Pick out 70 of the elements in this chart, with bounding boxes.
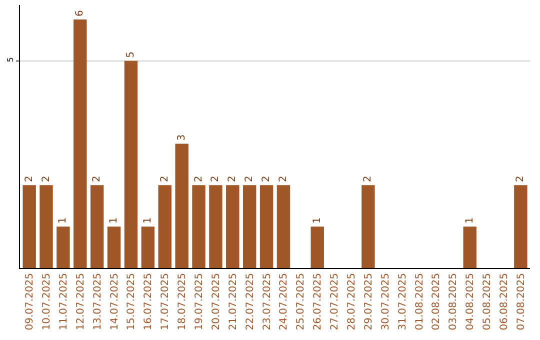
bar [192, 185, 206, 268]
x-tick-label: 27.07.2025 [330, 273, 341, 330]
data-label: 2 [92, 176, 103, 182]
x-tick-label: 25.07.2025 [296, 273, 307, 330]
x-tick-label: 13.07.2025 [92, 273, 104, 330]
x-tick-label: 15.07.2025 [126, 273, 138, 330]
bar [514, 185, 528, 268]
x-tick-label: 29.07.2025 [363, 273, 374, 330]
bar [141, 226, 155, 268]
bar [209, 185, 222, 268]
x-tick-label: 23.07.2025 [262, 273, 273, 330]
x-tick-label: 28.07.2025 [346, 273, 358, 330]
bar [175, 144, 188, 268]
x-tick-label: 11.07.2025 [58, 273, 70, 330]
x-tick-label: 01.08.2025 [414, 273, 426, 330]
bar [242, 185, 256, 268]
bar [158, 185, 172, 268]
x-tick-label: 24.07.2025 [278, 273, 290, 330]
bar [107, 226, 121, 268]
data-label: 2 [261, 176, 272, 182]
x-tick-label: 26.07.2025 [312, 273, 324, 330]
bar [260, 185, 274, 268]
bar [463, 226, 476, 268]
data-label: 2 [159, 176, 170, 182]
data-label: 1 [142, 217, 154, 224]
data-label: 1 [58, 217, 69, 224]
data-label: 1 [108, 217, 120, 224]
x-tick-label: 10.07.2025 [42, 273, 53, 330]
x-tick-label: 21.07.2025 [228, 273, 239, 330]
x-tick-label: 20.07.2025 [210, 273, 222, 330]
bar [226, 185, 240, 268]
data-label: 2 [40, 176, 52, 182]
x-tick-label: 06.08.2025 [498, 273, 510, 330]
bar [276, 185, 290, 268]
data-label: 1 [464, 217, 476, 224]
data-label: 2 [193, 176, 204, 182]
x-tick-label: 31.07.2025 [397, 273, 408, 330]
x-tick-label: 30.07.2025 [380, 273, 392, 330]
x-tick-label: 14.07.2025 [109, 273, 120, 330]
data-label: 1 [312, 217, 323, 224]
bar [362, 185, 375, 268]
x-tick-label: 02.08.2025 [431, 273, 442, 330]
data-label: 2 [278, 176, 289, 182]
x-tick-label: 12.07.2025 [75, 273, 86, 330]
x-tick-label: 18.07.2025 [177, 273, 188, 330]
x-tick-label: 09.07.2025 [24, 273, 36, 330]
data-label: 3 [176, 134, 188, 141]
bar [22, 185, 36, 268]
x-tick-label: 03.08.2025 [448, 273, 460, 330]
data-label: 2 [362, 176, 374, 182]
x-tick-label: 05.08.2025 [482, 273, 494, 330]
bar [90, 185, 104, 268]
x-tick-label: 19.07.2025 [194, 273, 205, 330]
bar [310, 226, 324, 268]
bar [40, 185, 53, 268]
bar [124, 60, 138, 268]
data-label: 2 [210, 176, 222, 182]
bar [74, 20, 87, 268]
x-tick-label: 07.08.2025 [516, 273, 527, 330]
data-label: 2 [244, 176, 256, 182]
x-tick-label: 04.08.2025 [465, 273, 476, 330]
x-tick-label: 16.07.2025 [143, 273, 154, 330]
x-tick-label: 17.07.2025 [160, 273, 172, 330]
x-tick-label: 22.07.2025 [244, 273, 256, 330]
data-label: 2 [24, 176, 35, 182]
data-label: 2 [227, 176, 238, 182]
data-label: 6 [74, 10, 86, 16]
data-label: 5 [125, 52, 136, 58]
bar [56, 226, 70, 268]
data-label: 2 [515, 176, 526, 182]
